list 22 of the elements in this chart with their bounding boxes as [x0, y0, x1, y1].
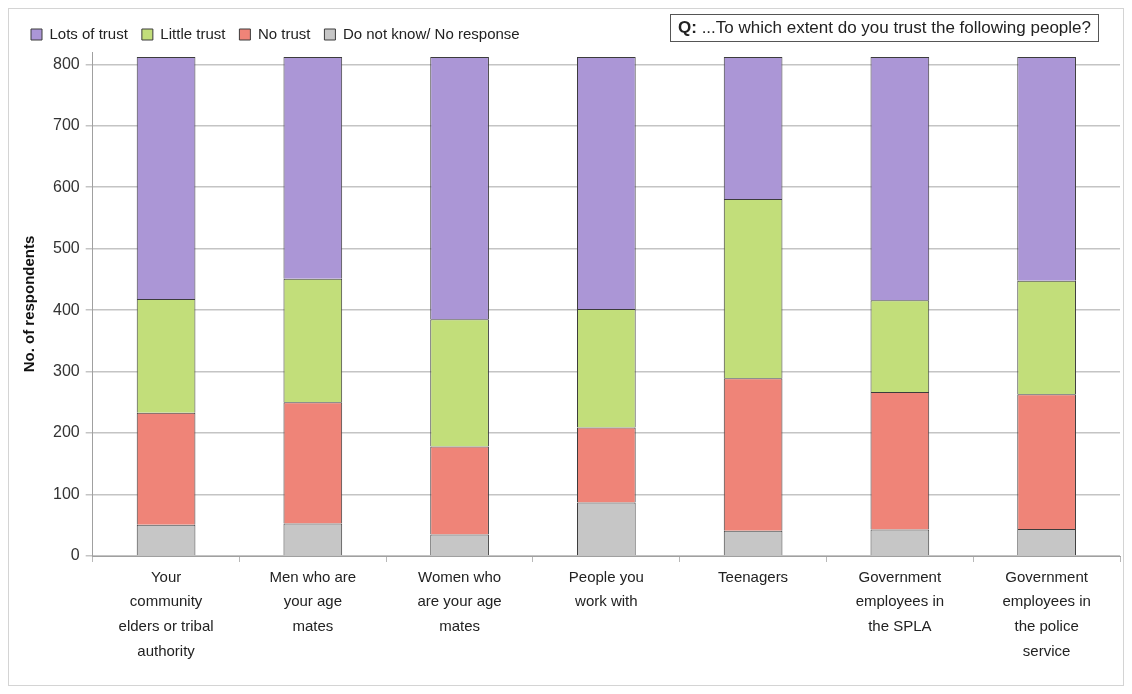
y-tick-label: 200 [52, 423, 80, 441]
legend-label: Lots of trust [49, 24, 129, 42]
y-tick-label: 300 [52, 362, 80, 380]
x-tick-label: Women who are your age mates [417, 567, 502, 635]
y-tick-label: 800 [52, 54, 80, 72]
x-tick-label: Your community elders or tribal authority [118, 567, 214, 659]
legend-label: Do not know/ No response [342, 24, 520, 42]
y-tick-label: 700 [52, 116, 80, 134]
x-tick-label: People you work with [568, 567, 644, 610]
y-axis-title: No. of respondents [20, 235, 38, 373]
chart-title: Q: ...To which extent do you trust the following people? [678, 18, 1091, 37]
y-tick-label: 500 [52, 239, 80, 257]
x-tick-label: Teenagers [718, 567, 789, 585]
legend-label: No trust [257, 24, 312, 42]
x-tick-label: Government employees in the SPLA [855, 567, 945, 635]
x-tick-label: Men who are your age mates [269, 567, 357, 635]
legend-label: Little trust [160, 24, 227, 42]
y-tick-label: 600 [52, 177, 80, 195]
x-tick-label: Government employees in the police service [1002, 567, 1091, 659]
y-tick-label: 0 [70, 546, 80, 564]
y-tick-label: 100 [52, 484, 80, 502]
y-tick-label: 400 [52, 300, 80, 318]
